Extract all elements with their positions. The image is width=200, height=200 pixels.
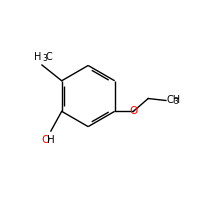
Text: O: O [129,106,138,116]
Text: 3: 3 [173,97,178,106]
Text: C: C [45,52,52,62]
Text: H: H [47,135,54,145]
Text: 3: 3 [43,54,47,63]
Text: H: H [34,52,41,62]
Text: O: O [42,135,50,145]
Text: CH: CH [167,95,181,105]
